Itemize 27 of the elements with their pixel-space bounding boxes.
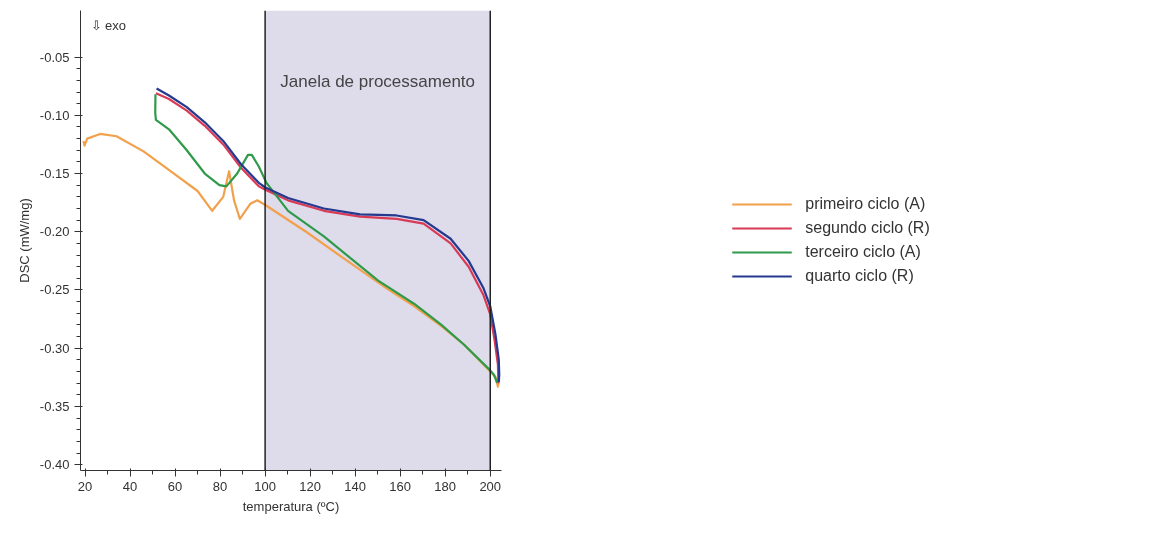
- x-tick-label: 80: [212, 478, 228, 494]
- y-tick-label: -0.15: [39, 166, 70, 182]
- x-tick-label: 60: [167, 478, 183, 494]
- x-tick-label: 160: [389, 478, 412, 494]
- y-tick-label: -0.05: [39, 49, 70, 65]
- y-tick-label: -0.25: [39, 282, 70, 298]
- y-tick-label: -0.10: [39, 107, 70, 123]
- legend-label: terceiro ciclo (A): [805, 243, 921, 261]
- x-tick-label: 20: [77, 478, 93, 494]
- x-tick-label: 120: [299, 478, 321, 494]
- x-tick-label: 100: [254, 478, 276, 494]
- x-tick-label: 40: [122, 478, 138, 494]
- x-tick-label: 140: [344, 478, 367, 494]
- y-tick-label: -0.30: [39, 340, 70, 356]
- x-axis-title: temperatura (ºC): [242, 498, 340, 514]
- y-tick-label: -0.20: [39, 224, 70, 240]
- x-tick-label: 200: [479, 478, 502, 494]
- legend-label: segundo ciclo (R): [805, 219, 930, 237]
- line-series: [82, 132, 501, 388]
- legend-label: primeiro ciclo (A): [805, 195, 926, 213]
- band-label: Janela de processamento: [280, 71, 476, 91]
- y-tick-label: -0.40: [39, 457, 70, 473]
- annotation: ⇩ exo: [90, 17, 127, 33]
- legend-label: quarto ciclo (R): [805, 267, 914, 285]
- y-tick-label: -0.35: [39, 398, 70, 414]
- x-tick-label: 180: [434, 478, 457, 494]
- y-axis-title: DSC (mW/mg): [16, 198, 32, 283]
